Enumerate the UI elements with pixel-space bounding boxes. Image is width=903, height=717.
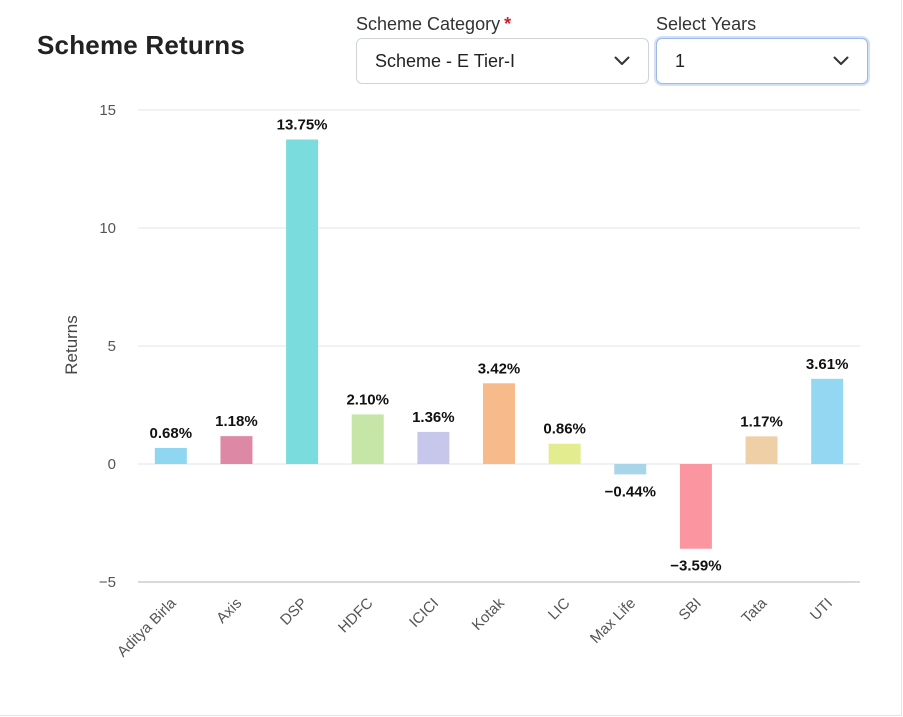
data-label: 3.61% xyxy=(806,356,849,373)
scheme-category-select[interactable]: Scheme - E Tier-I xyxy=(356,38,649,84)
x-category-label: Axis xyxy=(213,595,245,627)
chart-y-ticks: −5 0 5 10 15 xyxy=(99,102,116,591)
bar[interactable] xyxy=(220,436,253,464)
data-label: 3.42% xyxy=(478,360,521,377)
bar[interactable] xyxy=(614,464,647,475)
bar[interactable] xyxy=(286,139,319,465)
data-label: 0.86% xyxy=(543,421,586,438)
y-tick-label: −5 xyxy=(99,574,116,591)
bar[interactable] xyxy=(483,383,515,464)
chart-bars xyxy=(154,139,844,549)
data-label: 13.75% xyxy=(277,117,328,134)
chart-data-labels: 0.68% 1.18% 13.75% 2.10% 1.36% 3.42% 0.86% −0.4… xyxy=(150,117,849,575)
chevron-down-icon xyxy=(833,56,849,65)
required-asterisk: * xyxy=(504,14,512,34)
y-tick-label: 15 xyxy=(99,102,116,119)
select-years-value: 1 xyxy=(675,50,686,71)
x-category-label: DSP xyxy=(277,595,311,629)
x-category-label: HDFC xyxy=(335,595,377,637)
scheme-category-label: Scheme Category * xyxy=(356,14,511,35)
bar[interactable] xyxy=(548,443,581,464)
scheme-category-label-text: Scheme Category xyxy=(356,14,501,34)
bar[interactable] xyxy=(417,431,450,464)
x-category-label: LIC xyxy=(545,595,574,624)
bar[interactable] xyxy=(811,378,844,464)
bar-chart: 0.68% 1.18% 13.75% 2.10% 1.36% 3.42% 0.86% −0.4… xyxy=(62,102,860,660)
x-category-label: UTI xyxy=(807,595,836,624)
data-label: 1.18% xyxy=(215,413,258,430)
y-tick-label: 10 xyxy=(99,220,116,237)
x-category-label: SBI xyxy=(676,595,705,624)
chart-grid xyxy=(138,109,860,583)
data-label: 2.10% xyxy=(346,391,389,408)
y-tick-label: 5 xyxy=(108,338,116,355)
x-category-label: Aditya Birla xyxy=(114,594,180,660)
bar[interactable] xyxy=(745,436,778,464)
bar[interactable] xyxy=(154,447,187,464)
chart-category-labels: Aditya Birla Axis DSP HDFC ICICI Kotak LIC Max … xyxy=(114,594,836,660)
data-label: 1.36% xyxy=(412,409,455,426)
page-title: Scheme Returns xyxy=(37,30,245,60)
bar[interactable] xyxy=(679,464,712,549)
select-years-label: Select Years xyxy=(656,14,757,34)
x-category-label: Max Life xyxy=(587,595,639,647)
select-years-select[interactable]: 1 xyxy=(656,38,868,84)
chevron-down-icon xyxy=(614,56,630,65)
data-label: −0.44% xyxy=(605,483,656,500)
x-category-label: Tata xyxy=(738,594,771,627)
x-category-label: ICICI xyxy=(406,595,442,631)
bar[interactable] xyxy=(351,414,384,464)
data-label: 0.68% xyxy=(150,425,193,442)
y-axis-label: Returns xyxy=(62,315,81,375)
x-category-label: Kotak xyxy=(469,594,508,633)
data-label: 1.17% xyxy=(740,413,783,430)
data-label: −3.59% xyxy=(670,558,721,575)
y-tick-label: 0 xyxy=(108,456,116,473)
scheme-category-value: Scheme - E Tier-I xyxy=(375,50,516,71)
